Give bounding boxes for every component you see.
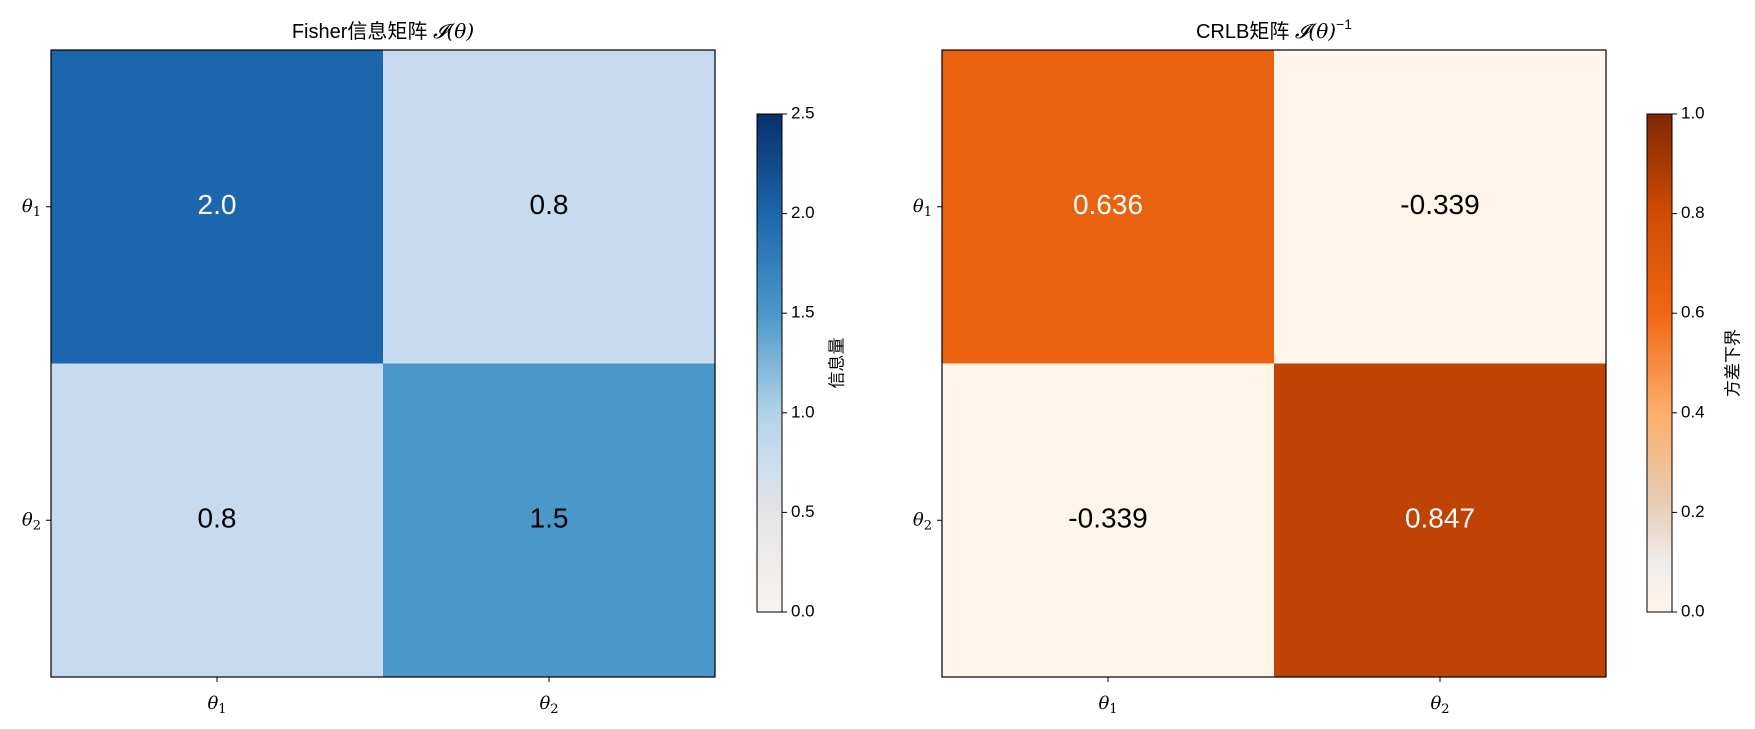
cell-value-label-r1-c2: 0.8 (530, 189, 569, 220)
cell-value-label-r2-c2: 1.5 (530, 503, 569, 534)
colorbar-tick-label: 0.4 (1681, 402, 1705, 421)
chart-title: CRLB矩阵 𝓘(θ)−1 (1196, 16, 1352, 43)
x-tick-label: θ1 (207, 693, 226, 717)
cell-value-label-r2-c1: -0.339 (1068, 503, 1147, 534)
cell-value-label-r1-c2: -0.339 (1400, 189, 1479, 220)
heatmap-frame (50, 49, 716, 678)
colorbar-label: 方差下界 (1723, 329, 1742, 397)
heatmap-panel-2: 0.636 -0.339 -0.339 0.847 θ1 θ2 θ1 θ2 CRLB矩阵 𝓘(θ… (913, 16, 1743, 717)
colorbar-frame (1646, 113, 1673, 613)
y-tick-label: θ1 (22, 196, 41, 220)
colorbar-tick-label: 0.2 (1681, 502, 1705, 521)
heatmap-cell-r2-c1 (51, 363, 383, 677)
y-tick-label: θ1 (913, 196, 932, 220)
heatmap-cell-r2-c2 (1274, 363, 1606, 677)
heatmap-cell-r2-c1 (942, 363, 1274, 677)
cell-value-label-r1-c1: 0.636 (1073, 189, 1143, 220)
chart-title: Fisher信息矩阵 𝓘(θ) (292, 19, 474, 43)
y-tick-label: θ2 (913, 509, 932, 533)
x-tick-label: θ1 (1098, 693, 1117, 717)
colorbar-tick-label: 0.0 (791, 601, 815, 620)
colorbar-label: 信息量 (827, 338, 846, 389)
cell-value-label-r2-c1: 0.8 (198, 503, 237, 534)
heatmap-panel-1: 2.0 0.8 0.8 1.5 θ1 θ2 θ1 θ2 Fisher信息矩阵 𝓘(θ) 0.0 0.… (22, 19, 847, 717)
colorbar-tick-label: 0.6 (1681, 303, 1705, 322)
heatmap-cell-r1-c2 (383, 50, 715, 364)
colorbar-frame (756, 113, 783, 613)
x-tick-label: θ2 (539, 693, 558, 717)
colorbar (1647, 114, 1672, 612)
colorbar-tick-label: 1.0 (791, 402, 815, 421)
colorbar-tick-label: 2.0 (791, 203, 815, 222)
colorbar-tick-label: 1.0 (1681, 103, 1705, 122)
y-tick-label: θ2 (22, 509, 41, 533)
x-tick-label: θ2 (1430, 693, 1449, 717)
colorbar-tick-label: 0.8 (1681, 203, 1705, 222)
colorbar-tick-label: 0.0 (1681, 601, 1705, 620)
colorbar-tick-label: 0.5 (791, 502, 815, 521)
cell-value-label-r1-c1: 2.0 (198, 189, 237, 220)
heatmap-cell-r1-c1 (51, 50, 383, 364)
heatmap-cell-r1-c2 (1274, 50, 1606, 364)
cell-value-label-r2-c2: 0.847 (1405, 503, 1475, 534)
colorbar (757, 114, 782, 612)
colorbar-tick-label: 2.5 (791, 103, 815, 122)
heatmap-cell-r1-c1 (942, 50, 1274, 364)
colorbar-tick-label: 1.5 (791, 303, 815, 322)
heatmap-frame (941, 49, 1607, 678)
heatmap-cell-r2-c2 (383, 363, 715, 677)
